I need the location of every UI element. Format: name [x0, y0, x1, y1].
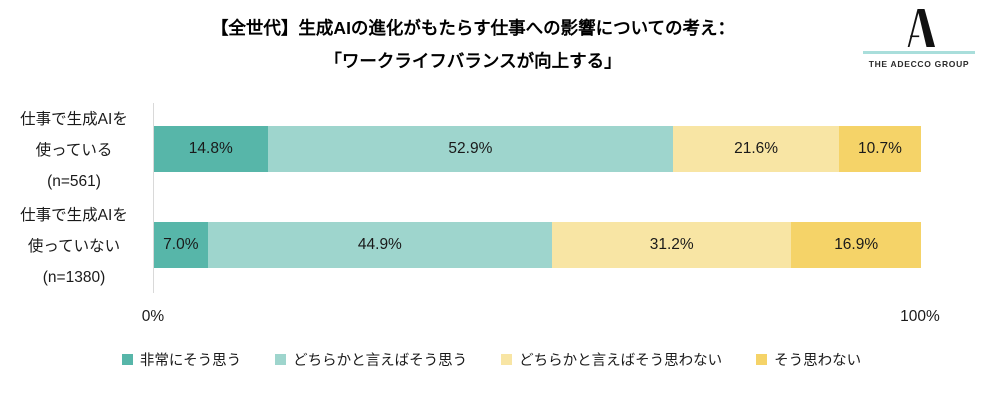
- logo-divider: [863, 51, 975, 54]
- row-label-line: 使っている: [35, 141, 113, 159]
- stacked-bar: 14.8% 52.9% 21.6% 10.7%: [154, 126, 921, 172]
- y-axis-line: [153, 103, 154, 293]
- x-axis-label-max: 100%: [900, 308, 940, 325]
- chart-title-line2: 「ワークライフバランスが向上する」: [324, 51, 622, 71]
- row-label-line: (n=1380): [42, 268, 106, 286]
- bar-segment: 7.0%: [154, 222, 208, 268]
- legend-item: そう思わない: [756, 349, 861, 370]
- bar-segment: 14.8%: [154, 126, 268, 172]
- legend-item: 非常にそう思う: [121, 349, 242, 370]
- legend-swatch-icon: [275, 354, 287, 365]
- legend-item: どちらかと言えばそう思わない: [501, 349, 722, 370]
- chart-title: 【全世代】生成AIの進化がもたらす仕事への影響についての考え： 「ワークライフバ…: [0, 12, 946, 78]
- row-label-line: 仕事で生成AIを: [20, 206, 128, 224]
- legend-label: どちらかと言えばそう思わない: [519, 353, 723, 369]
- legend-label: どちらかと言えばそう思う: [293, 353, 468, 369]
- x-axis-label-min: 0%: [141, 308, 165, 325]
- row-label: 仕事で生成AIを 使っていない (n=1380): [0, 198, 148, 294]
- adecco-logo: THE ADECCO GROUP: [863, 8, 975, 69]
- legend-swatch-icon: [121, 354, 133, 365]
- chart-row: 仕事で生成AIを 使っている (n=561) 14.8% 52.9% 21.6% 10.7%: [0, 102, 983, 198]
- legend-item: どちらかと言えばそう思う: [275, 349, 467, 370]
- legend-label: そう思わない: [774, 353, 862, 369]
- row-label: 仕事で生成AIを 使っている (n=561): [0, 102, 148, 198]
- stacked-bar: 7.0% 44.9% 31.2% 16.9%: [154, 222, 921, 268]
- bar-segment: 16.9%: [791, 222, 921, 268]
- legend-swatch-icon: [756, 354, 768, 365]
- row-label-line: 使っていない: [27, 237, 121, 255]
- adecco-a-icon: [907, 9, 935, 47]
- bar-segment: 31.2%: [552, 222, 792, 268]
- chart-row: 仕事で生成AIを 使っていない (n=1380) 7.0% 44.9% 31.2% 16.9…: [0, 198, 983, 294]
- row-label-line: (n=561): [47, 172, 101, 190]
- row-label-line: 仕事で生成AIを: [20, 110, 128, 128]
- bar-segment: 21.6%: [673, 126, 839, 172]
- legend-label: 非常にそう思う: [139, 353, 242, 369]
- bar-segment: 44.9%: [207, 222, 553, 268]
- legend-swatch-icon: [501, 354, 513, 365]
- bar-segment: 52.9%: [267, 126, 674, 172]
- chart-title-line1: 【全世代】生成AIの進化がもたらす仕事への影響についての考え：: [210, 18, 736, 38]
- bar-segment: 10.7%: [838, 126, 921, 172]
- legend: 非常にそう思う どちらかと言えばそう思う どちらかと言えばそう思わない そう思わない: [0, 349, 983, 370]
- logo-wordmark: THE ADECCO GROUP: [868, 59, 970, 69]
